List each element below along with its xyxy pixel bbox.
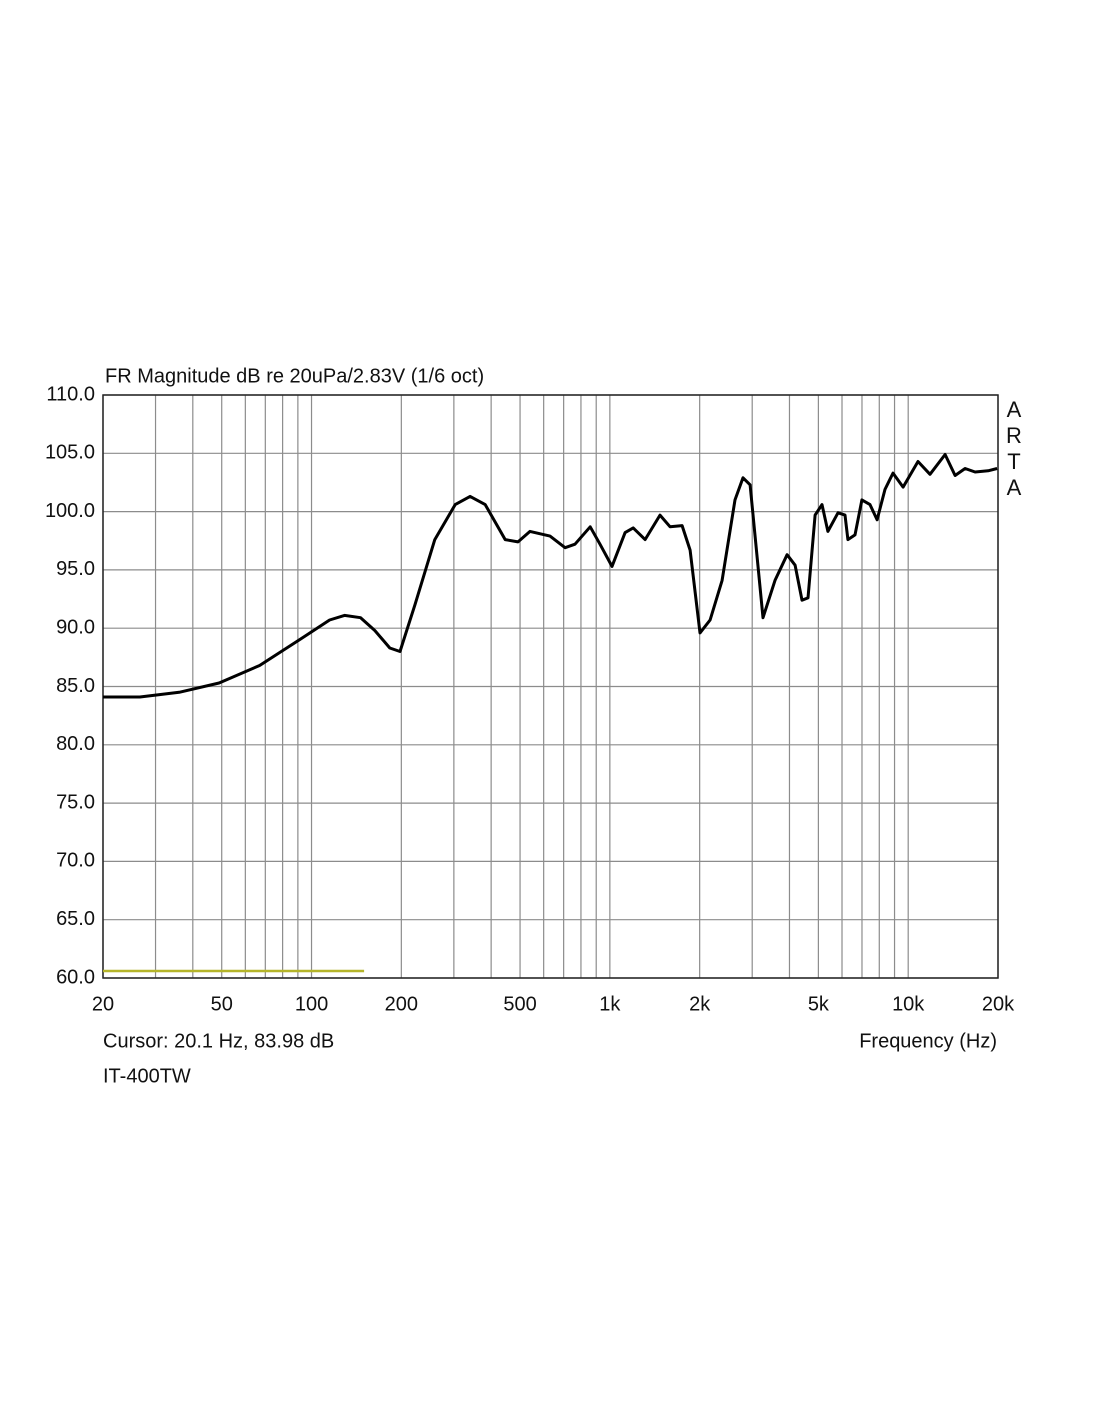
watermark: ARTA: [1006, 397, 1022, 500]
y-tick-label: 105.0: [45, 442, 95, 464]
x-tick-label: 5k: [808, 993, 830, 1015]
y-tick-label: 110.0: [46, 383, 95, 405]
y-tick-label: 65.0: [56, 908, 95, 930]
x-tick-label: 10k: [892, 993, 925, 1015]
x-tick-label: 50: [211, 993, 233, 1015]
x-tick-label: 500: [503, 993, 536, 1015]
y-tick-label: 70.0: [56, 850, 95, 872]
x-tick-label: 100: [295, 993, 328, 1015]
y-tick-label: 75.0: [56, 791, 95, 813]
y-tick-label: 85.0: [56, 675, 95, 697]
y-tick-label: 80.0: [56, 733, 95, 755]
footnote: IT-400TW: [103, 1065, 191, 1087]
x-axis-label: Frequency (Hz): [859, 1030, 997, 1052]
x-tick-label: 1k: [599, 993, 621, 1015]
y-tick-label: 100.0: [45, 500, 95, 522]
y-tick-label: 95.0: [56, 558, 95, 580]
x-tick-label: 20k: [982, 993, 1015, 1015]
y-tick-label: 90.0: [56, 616, 95, 638]
chart-title: FR Magnitude dB re 20uPa/2.83V (1/6 oct): [105, 365, 484, 387]
cursor-readout: Cursor: 20.1 Hz, 83.98 dB: [103, 1030, 334, 1052]
series-line: [103, 453, 998, 699]
x-tick-label: 200: [385, 993, 418, 1015]
y-tick-label: 60.0: [56, 966, 95, 988]
x-tick-label: 20: [92, 993, 114, 1015]
plot-frame: [102, 394, 999, 979]
x-tick-label: 2k: [689, 993, 711, 1015]
